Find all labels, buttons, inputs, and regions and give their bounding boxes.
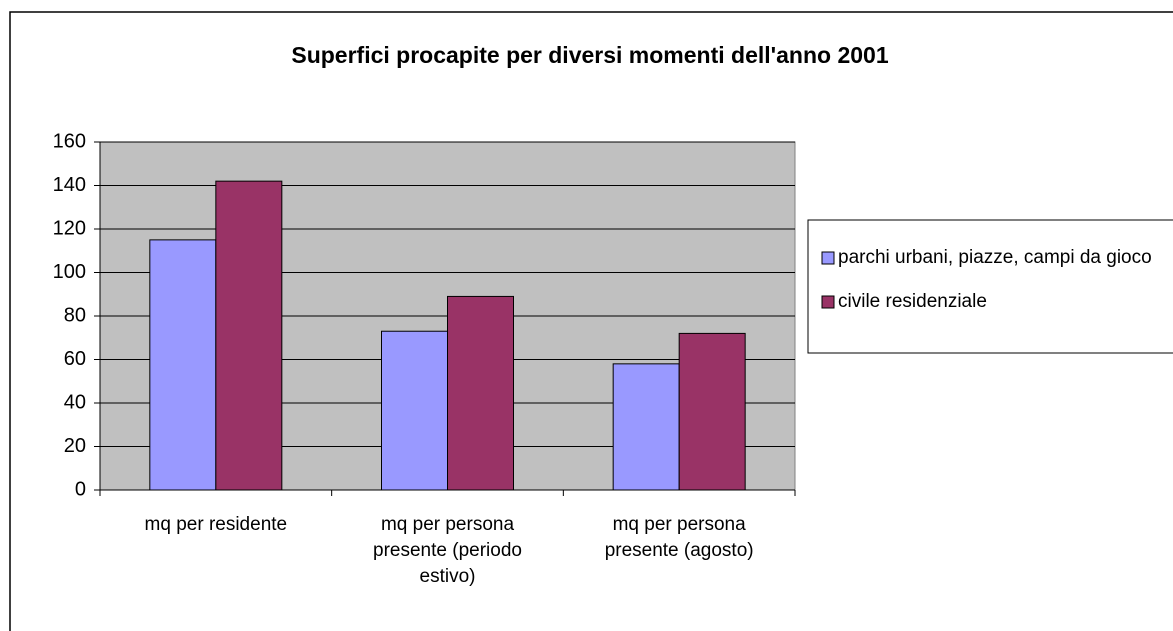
legend-swatch (821, 251, 835, 265)
x-tick-label: mq per residente (144, 514, 288, 535)
chart-title: Superfici procapite per diversi momenti … (291, 42, 888, 68)
x-tick-label: mq per persona presente (periodo estivo) (373, 514, 522, 587)
y-tick-label: 0 (75, 478, 86, 500)
bar (149, 239, 217, 491)
legend-label: civile residenziale (838, 291, 987, 312)
bar (447, 295, 514, 491)
legend-swatch (821, 295, 835, 309)
y-tick-label: 60 (64, 348, 86, 370)
y-tick-label: 40 (64, 391, 86, 413)
y-tick-label: 140 (53, 174, 86, 196)
y-tick-label: 120 (53, 217, 86, 239)
legend-box (807, 219, 1173, 354)
bar (678, 332, 746, 491)
x-tick-label: mq per persona presente (agosto) (604, 514, 754, 561)
bar (215, 180, 283, 491)
y-tick-label: 80 (64, 304, 86, 326)
y-tick-label: 100 (53, 261, 86, 283)
bar (612, 363, 680, 491)
bar (381, 330, 448, 491)
legend-label: parchi urbani, piazze, campi da gioco (838, 247, 1152, 268)
y-tick-label: 20 (64, 435, 86, 457)
y-tick-label: 160 (53, 130, 86, 152)
